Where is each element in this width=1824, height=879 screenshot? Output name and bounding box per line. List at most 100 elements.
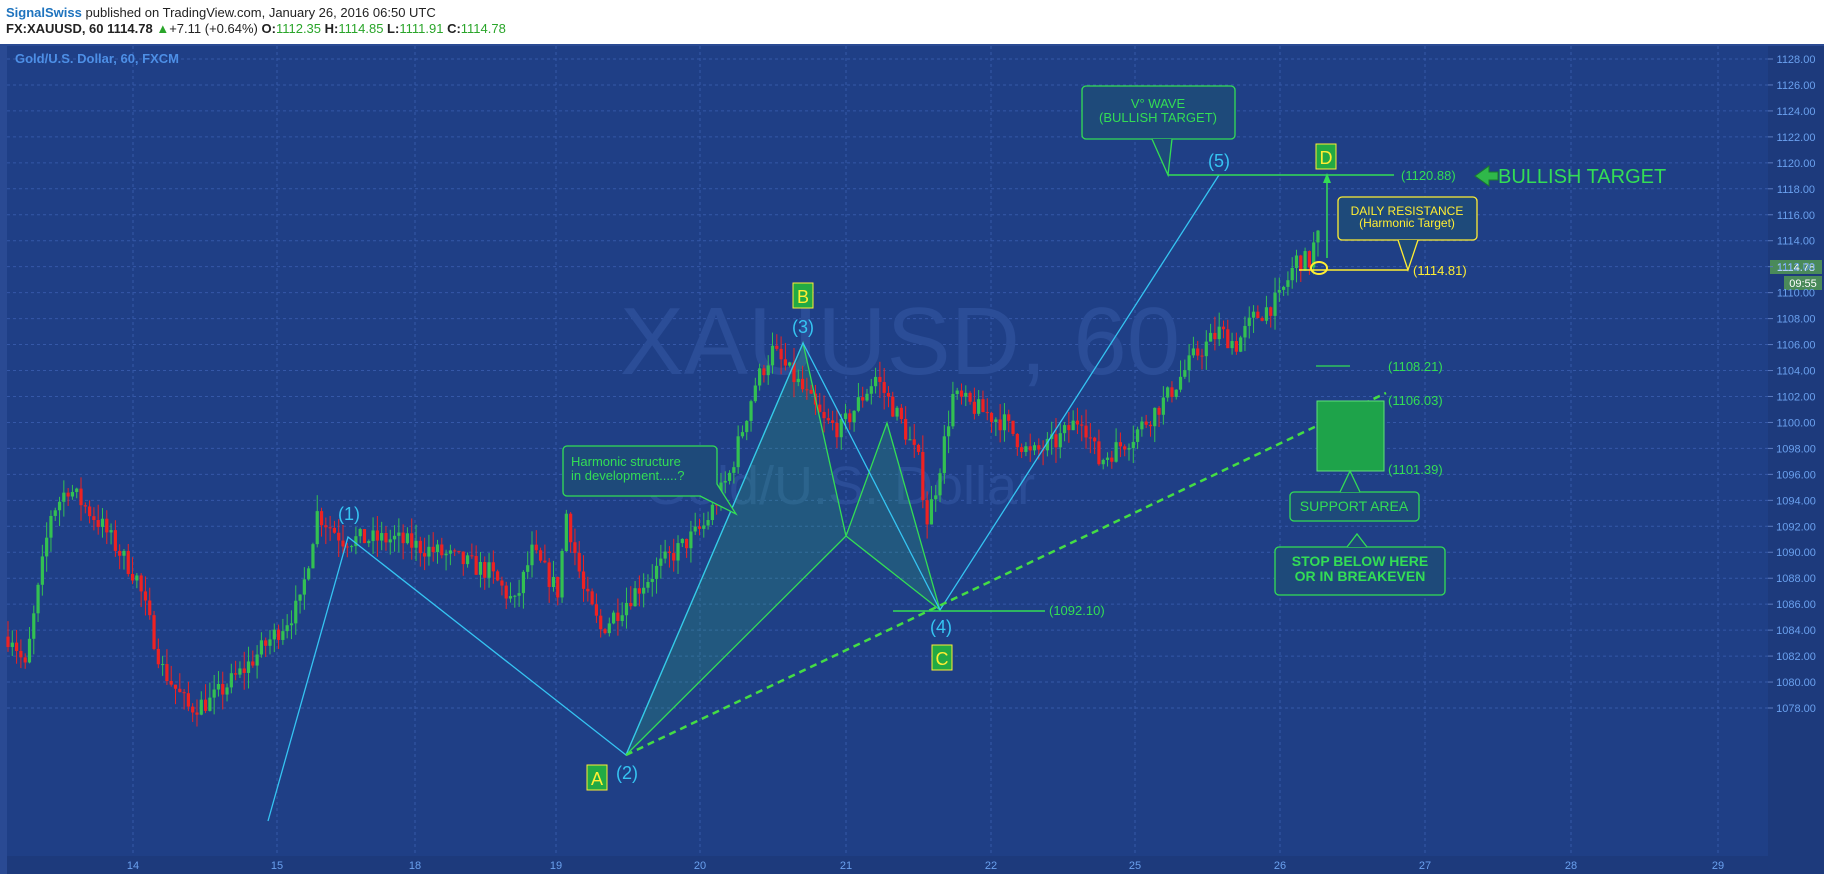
candle-up <box>380 533 384 541</box>
candle-up <box>929 499 934 525</box>
wave-label-2: (2) <box>616 763 638 783</box>
candle-up <box>478 561 483 575</box>
candle-up <box>315 511 319 545</box>
candle-down <box>182 692 186 694</box>
candle-down <box>1213 332 1217 340</box>
y-tick-label: 1124.00 <box>1777 106 1816 118</box>
candle-down <box>1269 307 1273 316</box>
candle-up <box>689 531 693 549</box>
time-scale[interactable] <box>7 856 1768 874</box>
candle-up <box>45 537 49 557</box>
candle-down <box>581 571 586 589</box>
price-highlight-ellipse <box>1310 261 1328 275</box>
candle-up <box>749 401 753 421</box>
publish-header: SignalSwiss published on TradingView.com… <box>0 0 1824 44</box>
price-change: +7.11 (+0.64%) <box>169 21 258 36</box>
chart-area[interactable]: XAUUSD, 60 Gold/U.S. Dollar Gold/U.S. Do… <box>0 44 1824 874</box>
level-label-support-bottom: (1101.39) <box>1388 462 1443 477</box>
y-tick-label: 1118.00 <box>1777 184 1815 196</box>
candle-up <box>1230 341 1234 349</box>
candle-down <box>882 382 886 393</box>
candle-up <box>564 513 568 552</box>
candle-up <box>199 699 203 715</box>
candle-up <box>1273 292 1277 316</box>
candle-up <box>770 345 775 366</box>
x-axis-labels: 14 15 18 19 20 21 22 25 26 27 28 29 <box>127 860 1724 872</box>
candle-up <box>702 525 706 529</box>
y-tick-label: 1122.00 <box>1777 132 1816 144</box>
candle-up <box>865 393 869 401</box>
candle-up <box>392 535 397 540</box>
candle-down <box>345 546 349 548</box>
candle-down <box>242 668 246 673</box>
bullish-target-arrow-icon <box>1474 165 1499 187</box>
x-tick-label: 21 <box>840 860 852 872</box>
candle-down <box>899 407 903 419</box>
candle-down <box>594 604 599 616</box>
candle-down <box>637 588 641 594</box>
candle-down <box>1037 445 1041 450</box>
candle-up <box>620 615 624 622</box>
candle-down <box>826 418 830 421</box>
y-tick-label: 1098.00 <box>1776 443 1816 455</box>
y-tick-label: 1082.00 <box>1776 651 1816 663</box>
candle-down <box>491 562 495 572</box>
candle-down <box>6 636 10 647</box>
candle-up <box>856 397 861 411</box>
symbol-name[interactable]: FX:XAUUSD, 60 <box>6 21 104 36</box>
elliott-wave-line <box>267 174 1220 822</box>
candle-down <box>921 451 925 501</box>
callout-wave-title: V° WAVE <box>1131 96 1186 111</box>
candle-up <box>405 533 410 544</box>
candle-up <box>229 673 233 688</box>
candle-down <box>989 412 994 422</box>
candle-down <box>715 504 719 506</box>
last-price-tag-text: 1114.78 <box>1777 262 1815 274</box>
candle-down <box>14 642 19 651</box>
candle-down <box>998 419 1002 431</box>
candle-up <box>650 578 654 582</box>
candle-up <box>238 668 242 675</box>
callout-support: SUPPORT AREA <box>1289 469 1420 522</box>
candle-down <box>234 673 238 675</box>
candle-down <box>538 550 543 561</box>
candle-up <box>414 540 418 548</box>
wave-label-5: (5) <box>1208 151 1230 171</box>
candle-down <box>1054 434 1058 448</box>
candle-down <box>1200 355 1204 357</box>
candle-down <box>410 533 414 548</box>
candle-up <box>294 600 298 624</box>
candle-down <box>23 657 27 663</box>
candle-down <box>1028 446 1032 451</box>
candle-up <box>753 385 757 402</box>
candle-down <box>362 529 367 544</box>
candle-up <box>551 577 556 587</box>
candle-down <box>577 552 581 572</box>
y-tick-label: 1092.00 <box>1776 521 1816 533</box>
wave-label-4: (4) <box>930 617 952 637</box>
close-label: C: <box>447 21 461 36</box>
candle-up <box>57 501 62 511</box>
time-tag <box>1784 276 1822 290</box>
candle-down <box>440 544 444 556</box>
candle-up <box>624 602 629 616</box>
candle-up <box>663 551 667 559</box>
candle-up <box>49 515 53 538</box>
level-label-resistance: (1114.81) <box>1413 263 1467 278</box>
level-label-target: (1120.88) <box>1401 168 1456 183</box>
candle-up <box>444 553 448 556</box>
candle-down <box>959 390 964 397</box>
candle-up <box>1166 387 1170 398</box>
author-link[interactable]: SignalSwiss <box>6 5 82 20</box>
x-tick-label: 15 <box>271 860 283 872</box>
open-label: O: <box>261 21 276 36</box>
price-scale[interactable] <box>1768 46 1824 874</box>
candle-down <box>375 530 379 541</box>
candle-up <box>1002 414 1007 431</box>
candle-down <box>1226 329 1230 349</box>
candle-up <box>388 539 392 543</box>
candle-up <box>508 596 513 599</box>
stop-line1: STOP BELOW HERE <box>1292 553 1428 569</box>
candle-up <box>994 419 998 422</box>
candle-up <box>676 543 680 561</box>
